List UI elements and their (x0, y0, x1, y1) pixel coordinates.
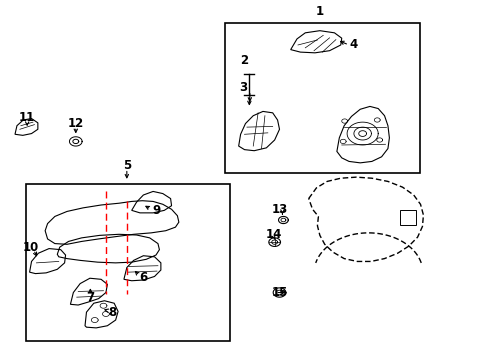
Text: 2: 2 (240, 54, 248, 67)
Text: 15: 15 (271, 286, 287, 299)
Text: 13: 13 (271, 203, 287, 216)
Text: 8: 8 (108, 306, 116, 319)
Text: 6: 6 (139, 271, 147, 284)
Text: 11: 11 (19, 111, 35, 124)
Text: 5: 5 (122, 159, 131, 172)
Text: 3: 3 (239, 81, 246, 94)
Text: 12: 12 (67, 117, 84, 130)
Text: 10: 10 (22, 241, 39, 255)
Text: 7: 7 (86, 291, 94, 304)
Bar (26, 184, 229, 341)
Text: 1: 1 (315, 5, 323, 18)
Text: 14: 14 (265, 228, 281, 241)
Text: 9: 9 (152, 204, 160, 217)
Bar (399, 210, 415, 225)
Text: 4: 4 (349, 38, 357, 51)
Bar (224, 23, 419, 173)
